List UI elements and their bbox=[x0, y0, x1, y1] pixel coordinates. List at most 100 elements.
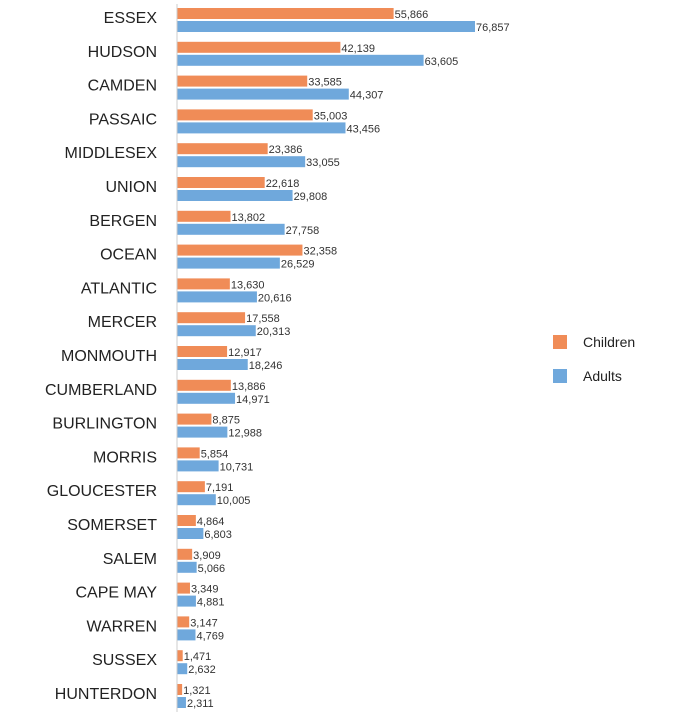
bar-adults-warren bbox=[177, 629, 196, 641]
bar-children-gloucester bbox=[177, 481, 205, 493]
category-label-cape-may: CAPE MAY bbox=[76, 585, 158, 602]
bar-adults-mercer bbox=[177, 325, 256, 337]
category-label-essex: ESSEX bbox=[104, 10, 158, 27]
value-label-adults-union: 29,808 bbox=[294, 191, 328, 203]
value-label-adults-warren: 4,769 bbox=[196, 630, 224, 642]
value-label-children-passaic: 35,003 bbox=[314, 110, 348, 122]
legend-item-children: Children bbox=[553, 332, 635, 352]
value-label-adults-morris: 10,731 bbox=[220, 461, 254, 473]
bar-adults-gloucester bbox=[177, 494, 216, 506]
bar-children-atlantic bbox=[177, 278, 230, 290]
bar-children-middlesex bbox=[177, 143, 268, 155]
value-label-children-warren: 3,147 bbox=[190, 617, 218, 629]
category-label-gloucester: GLOUCESTER bbox=[47, 483, 157, 500]
value-label-children-union: 22,618 bbox=[266, 178, 300, 190]
category-label-hunterdon: HUNTERDON bbox=[55, 686, 157, 703]
value-label-adults-mercer: 20,313 bbox=[257, 326, 291, 338]
category-label-ocean: OCEAN bbox=[100, 247, 157, 264]
bar-children-warren bbox=[177, 616, 190, 628]
value-label-children-bergen: 13,802 bbox=[232, 212, 266, 224]
bar-adults-sussex bbox=[177, 663, 188, 675]
bar-children-cumberland bbox=[177, 379, 231, 391]
value-label-adults-camden: 44,307 bbox=[350, 90, 384, 102]
category-label-middlesex: MIDDLESEX bbox=[65, 145, 158, 162]
value-label-children-sussex: 1,471 bbox=[184, 651, 212, 663]
bar-adults-monmouth bbox=[177, 359, 248, 370]
value-label-adults-monmouth: 18,246 bbox=[249, 360, 283, 372]
bar-children-union bbox=[177, 177, 265, 188]
bar-adults-burlington bbox=[177, 426, 228, 438]
bar-adults-camden bbox=[177, 88, 349, 100]
bar-adults-cumberland bbox=[177, 392, 236, 404]
value-label-adults-somerset: 6,803 bbox=[204, 529, 232, 541]
value-label-children-monmouth: 12,917 bbox=[228, 347, 262, 359]
bar-adults-morris bbox=[177, 460, 219, 472]
category-label-salem: SALEM bbox=[103, 551, 157, 568]
category-label-bergen: BERGEN bbox=[89, 213, 157, 230]
value-label-adults-hunterdon: 2,311 bbox=[187, 698, 214, 710]
value-label-children-ocean: 32,358 bbox=[303, 246, 337, 258]
category-label-sussex: SUSSEX bbox=[92, 652, 157, 669]
category-label-atlantic: ATLANTIC bbox=[81, 280, 157, 297]
bar-children-passaic bbox=[177, 109, 313, 121]
value-label-adults-hudson: 63,605 bbox=[425, 56, 459, 68]
category-label-warren: WARREN bbox=[86, 618, 157, 635]
category-label-morris: MORRIS bbox=[93, 449, 157, 466]
bar-adults-essex bbox=[177, 21, 475, 32]
value-label-adults-cape-may: 4,881 bbox=[197, 597, 225, 609]
bar-children-burlington bbox=[177, 413, 212, 425]
bar-adults-atlantic bbox=[177, 291, 257, 303]
bar-children-monmouth bbox=[177, 346, 228, 357]
bar-children-bergen bbox=[177, 210, 231, 222]
bar-children-camden bbox=[177, 75, 308, 87]
legend-swatch-adults bbox=[553, 369, 567, 383]
value-label-children-hunterdon: 1,321 bbox=[183, 685, 211, 697]
value-label-children-somerset: 4,864 bbox=[197, 516, 225, 528]
bar-children-ocean bbox=[177, 244, 303, 256]
bar-children-hudson bbox=[177, 41, 341, 53]
legend-label-children: Children bbox=[583, 334, 636, 350]
value-label-adults-gloucester: 10,005 bbox=[217, 495, 251, 507]
bar-adults-middlesex bbox=[177, 156, 306, 168]
category-label-mercer: MERCER bbox=[88, 314, 157, 331]
value-label-adults-passaic: 43,456 bbox=[346, 123, 380, 135]
value-label-children-cape-may: 3,349 bbox=[191, 584, 219, 596]
legend-label-adults: Adults bbox=[583, 368, 622, 384]
value-label-adults-essex: 76,857 bbox=[476, 22, 510, 34]
legend-swatch-children bbox=[553, 335, 567, 349]
value-label-adults-burlington: 12,988 bbox=[228, 428, 262, 440]
bar-children-salem bbox=[177, 548, 193, 560]
bar-adults-hunterdon bbox=[177, 697, 186, 708]
value-label-children-gloucester: 7,191 bbox=[206, 482, 234, 494]
value-label-children-atlantic: 13,630 bbox=[231, 279, 265, 291]
value-label-adults-atlantic: 20,616 bbox=[258, 292, 292, 304]
bar-children-morris bbox=[177, 447, 200, 459]
bar-children-somerset bbox=[177, 515, 196, 526]
bar-children-cape-may bbox=[177, 582, 190, 594]
value-label-adults-ocean: 26,529 bbox=[281, 259, 315, 271]
bar-adults-ocean bbox=[177, 257, 280, 269]
value-label-children-essex: 55,866 bbox=[395, 9, 429, 21]
bar-adults-salem bbox=[177, 561, 197, 573]
value-label-adults-sussex: 2,632 bbox=[188, 664, 216, 676]
value-label-children-hudson: 42,139 bbox=[341, 43, 375, 55]
legend-item-adults: Adults bbox=[553, 366, 635, 386]
bar-children-essex bbox=[177, 8, 394, 19]
value-label-adults-cumberland: 14,971 bbox=[236, 394, 270, 406]
value-label-adults-middlesex: 33,055 bbox=[306, 157, 340, 169]
value-label-children-camden: 33,585 bbox=[308, 77, 342, 89]
value-label-children-cumberland: 13,886 bbox=[232, 381, 266, 393]
value-label-adults-salem: 5,066 bbox=[198, 563, 226, 575]
bar-adults-union bbox=[177, 190, 293, 201]
bar-children-sussex bbox=[177, 650, 183, 662]
bar-adults-hudson bbox=[177, 54, 424, 66]
value-label-children-middlesex: 23,386 bbox=[269, 144, 303, 156]
category-label-passaic: PASSAIC bbox=[89, 111, 157, 128]
category-label-union: UNION bbox=[105, 179, 157, 196]
category-label-camden: CAMDEN bbox=[88, 78, 157, 95]
bar-adults-somerset bbox=[177, 528, 204, 539]
bar-children-mercer bbox=[177, 312, 246, 324]
value-label-children-mercer: 17,558 bbox=[246, 313, 280, 325]
bar-children-hunterdon bbox=[177, 684, 183, 695]
